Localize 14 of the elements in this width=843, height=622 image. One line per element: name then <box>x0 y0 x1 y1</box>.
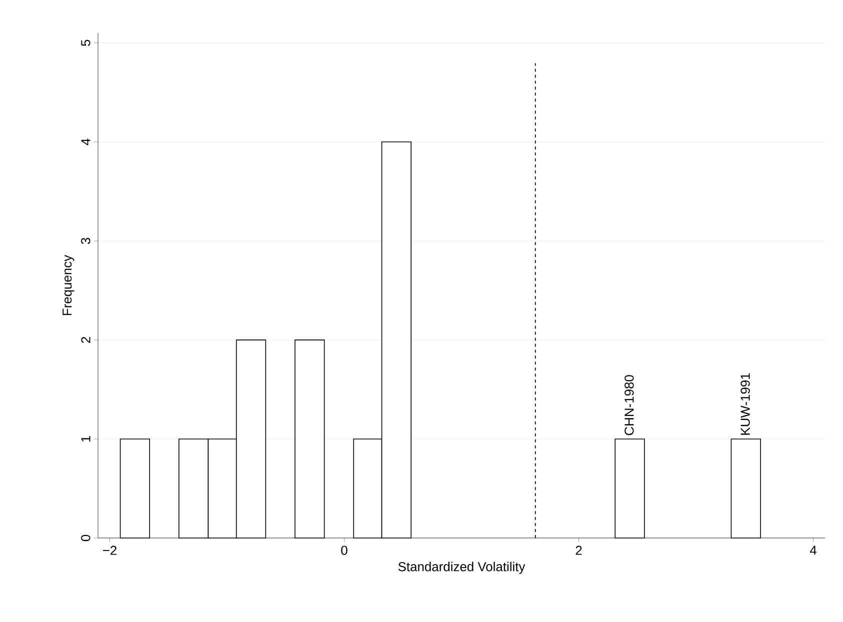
y-tick-label: 4 <box>81 138 90 146</box>
y-tick-label: 3 <box>81 238 90 244</box>
x-tick-label: 2 <box>576 546 582 555</box>
y-tick-label: 5 <box>81 40 90 46</box>
y-tick-label: 1 <box>81 436 90 442</box>
x-tick-label: 0 <box>341 546 348 555</box>
y-tick-label: 0 <box>81 534 90 542</box>
x-tick-label: 4 <box>810 546 817 555</box>
y-axis-title: Frequency <box>62 254 74 316</box>
annotation: KUW-1991 <box>740 373 750 435</box>
annotation: CHN-1980 <box>624 375 634 436</box>
y-tick-label: 2 <box>81 337 90 343</box>
x-tick-label: −2 <box>102 546 116 555</box>
x-axis-title: Standardized Volatility <box>398 562 526 574</box>
